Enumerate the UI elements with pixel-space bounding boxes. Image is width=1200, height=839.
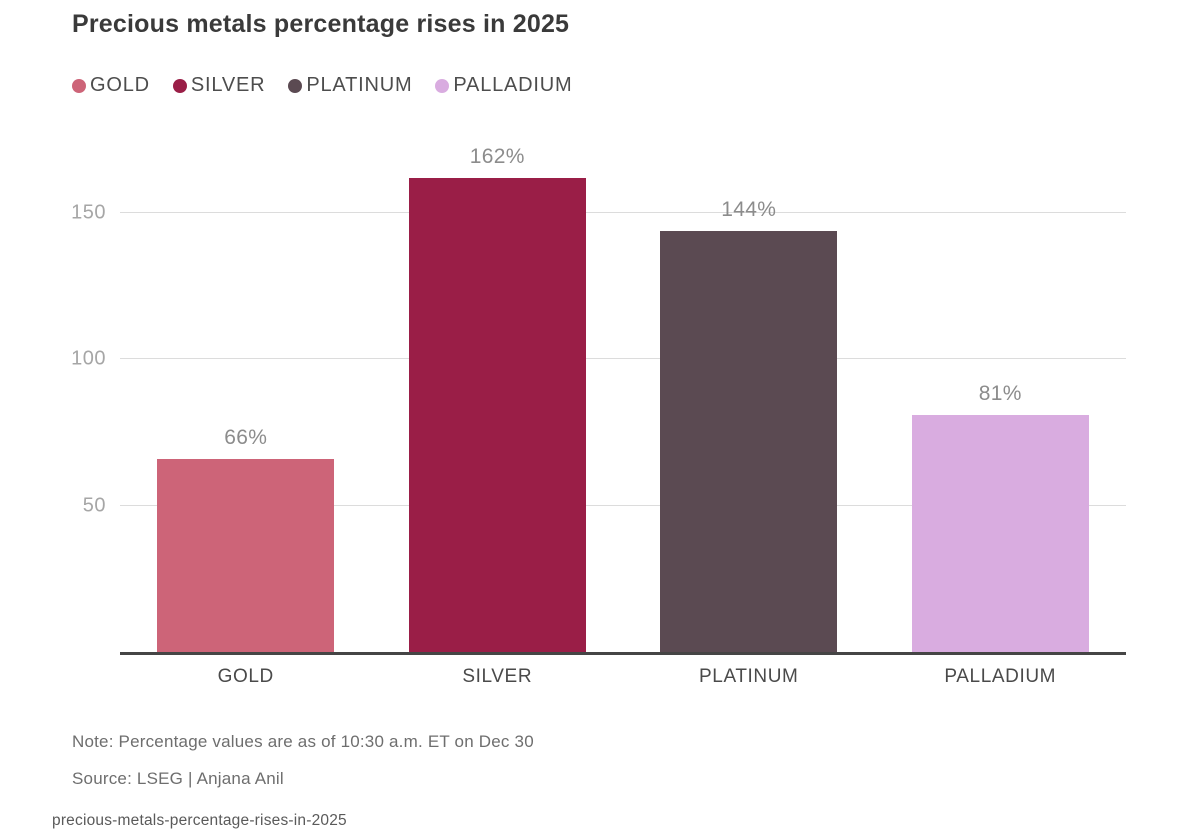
legend-dot-silver-icon [172,78,187,93]
x-axis-label-palladium: PALLADIUM [944,666,1057,687]
legend-item-platinum: PLATINUM [288,74,412,97]
bar-slot-platinum: 144% [623,140,875,652]
legend-item-silver: SILVER [172,74,266,97]
x-axis-labels: GOLD SILVER PLATINUM PALLADIUM [120,666,1126,688]
bar-slot-palladium: 81% [875,140,1127,652]
legend-label-platinum: PLATINUM [306,74,413,96]
bar-value-label-gold: 66% [224,425,268,449]
bar-slot-gold: 66% [120,140,372,652]
legend-item-palladium: PALLADIUM [435,74,572,97]
bar-slot-silver: 162% [372,140,624,652]
bar-chart: 50 100 150 66% 162% 144% 81% GOLD SILVER PLATINU… [71,140,1126,688]
bar-value-label-silver: 162% [469,145,525,169]
legend-label-palladium: PALLADIUM [453,74,573,96]
bar-value-label-palladium: 81% [978,382,1022,406]
chart-title: Precious metals percentage rises in 2025 [72,10,570,38]
legend-item-gold: GOLD [72,74,150,97]
gridline-150 [120,212,1126,214]
legend-label-silver: SILVER [190,74,266,96]
plot-area: 50 100 150 66% 162% 144% 81% [71,140,1126,655]
note-text: Note: Percentage values are as of 10:30 … [72,732,534,751]
legend-dot-gold-icon [72,78,86,93]
legend-dot-platinum-icon [288,78,303,93]
y-axis-tick-50: 50 [82,494,106,517]
source-text: Source: LSEG | Anjana Anil [72,769,284,788]
y-axis-tick-100: 100 [71,347,106,370]
x-axis-label-silver: SILVER [462,666,533,687]
legend-label-gold: GOLD [90,74,150,96]
bar-platinum [660,230,838,652]
bar-palladium [911,415,1089,652]
bar-silver [408,178,586,652]
gridline-100 [120,358,1126,360]
y-axis-tick-150: 150 [71,201,106,224]
legend: GOLD SILVER PLATINUM PALLADIUM [72,74,573,97]
bars-container: 66% 162% 144% 81% [120,140,1126,652]
footer-slug: precious-metals-percentage-rises-in-2025 [52,812,347,829]
gridline-50 [120,504,1126,506]
bar-gold [157,458,335,652]
bar-value-label-platinum: 144% [721,197,777,221]
x-axis-label-gold: GOLD [217,666,274,687]
x-axis-label-platinum: PLATINUM [699,666,799,687]
legend-dot-palladium-icon [435,78,450,93]
